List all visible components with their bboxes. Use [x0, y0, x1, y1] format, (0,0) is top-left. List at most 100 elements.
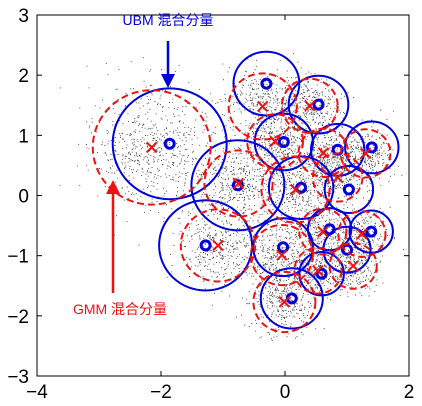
scatter-point — [307, 203, 309, 205]
scatter-point — [107, 73, 109, 75]
scatter-point — [244, 204, 246, 206]
scatter-point — [124, 167, 126, 169]
scatter-point — [225, 231, 227, 233]
scatter-point — [274, 174, 276, 176]
scatter-point — [133, 194, 135, 196]
scatter-point — [243, 103, 245, 105]
scatter-point — [291, 206, 293, 208]
scatter-point — [162, 90, 163, 92]
scatter-point — [89, 125, 90, 127]
scatter-point — [361, 260, 363, 262]
scatter-point — [315, 207, 317, 209]
scatter-point — [250, 92, 252, 94]
scatter-point — [172, 101, 174, 103]
scatter-point — [348, 283, 350, 284]
scatter-point — [304, 306, 306, 308]
scatter-point — [339, 165, 341, 167]
scatter-point — [113, 140, 115, 142]
scatter-point — [185, 161, 187, 163]
scatter-point — [291, 150, 292, 152]
scatter-point — [352, 141, 354, 143]
scatter-point — [309, 276, 311, 278]
scatter-point — [237, 102, 238, 104]
scatter-point — [231, 161, 233, 163]
scatter-point — [177, 147, 178, 149]
scatter-point — [131, 149, 133, 151]
scatter-point — [287, 111, 288, 113]
scatter-point — [341, 256, 343, 257]
scatter-point — [266, 297, 268, 299]
scatter-point — [300, 283, 302, 285]
scatter-point — [307, 294, 309, 295]
scatter-point — [336, 105, 337, 107]
scatter-point — [249, 170, 250, 172]
scatter-point — [277, 105, 279, 106]
scatter-point — [276, 335, 278, 337]
scatter-point — [245, 125, 247, 127]
scatter-point — [295, 196, 297, 198]
scatter-point — [276, 197, 278, 198]
scatter-point — [231, 157, 233, 159]
scatter-point — [338, 136, 340, 137]
scatter-point — [307, 82, 309, 84]
scatter-point — [197, 232, 199, 234]
scatter-point — [313, 147, 315, 148]
scatter-point — [367, 223, 369, 225]
scatter-point — [350, 260, 352, 262]
scatter-point — [285, 99, 287, 101]
scatter-point — [268, 126, 270, 128]
scatter-point — [319, 164, 320, 166]
scatter-point — [348, 267, 350, 269]
scatter-point — [332, 155, 334, 157]
scatter-point — [265, 283, 267, 285]
scatter-point — [229, 194, 231, 196]
scatter-point — [240, 160, 242, 162]
scatter-point — [144, 142, 145, 144]
scatter-point — [273, 256, 275, 258]
scatter-point — [363, 138, 365, 140]
scatter-point — [285, 172, 287, 174]
scatter-point — [322, 194, 324, 196]
scatter-point — [170, 254, 172, 255]
scatter-point — [225, 100, 226, 102]
scatter-point — [177, 134, 179, 136]
scatter-point — [368, 286, 370, 288]
scatter-point — [278, 118, 280, 120]
scatter-point — [210, 238, 212, 240]
scatter-point — [289, 165, 291, 167]
scatter-point — [114, 172, 115, 174]
scatter-point — [328, 144, 330, 146]
scatter-point — [316, 263, 317, 265]
scatter-point — [277, 262, 279, 264]
scatter-point — [262, 130, 264, 132]
scatter-point — [275, 314, 277, 316]
scatter-point — [104, 152, 106, 154]
scatter-point — [253, 194, 255, 196]
scatter-point — [256, 269, 258, 271]
scatter-point — [157, 102, 159, 104]
scatter-point — [281, 89, 283, 91]
scatter-point — [277, 175, 279, 177]
scatter-point — [323, 160, 325, 161]
scatter-point — [135, 193, 137, 195]
scatter-point — [286, 82, 288, 84]
scatter-point — [270, 262, 271, 263]
scatter-point — [228, 251, 229, 253]
scatter-point — [270, 110, 272, 112]
scatter-point — [250, 157, 252, 159]
scatter-point — [321, 130, 322, 132]
scatter-point — [364, 158, 366, 160]
scatter-point — [154, 157, 156, 158]
scatter-point — [270, 300, 272, 302]
scatter-point — [273, 118, 275, 120]
scatter-point — [140, 153, 142, 155]
scatter-point — [245, 173, 246, 174]
scatter-point — [300, 234, 302, 236]
scatter-point — [307, 177, 309, 179]
scatter-point — [314, 269, 316, 271]
scatter-point — [377, 269, 379, 271]
scatter-point — [381, 250, 383, 252]
scatter-point — [263, 175, 265, 177]
scatter-point — [204, 266, 206, 267]
scatter-point — [339, 187, 341, 188]
